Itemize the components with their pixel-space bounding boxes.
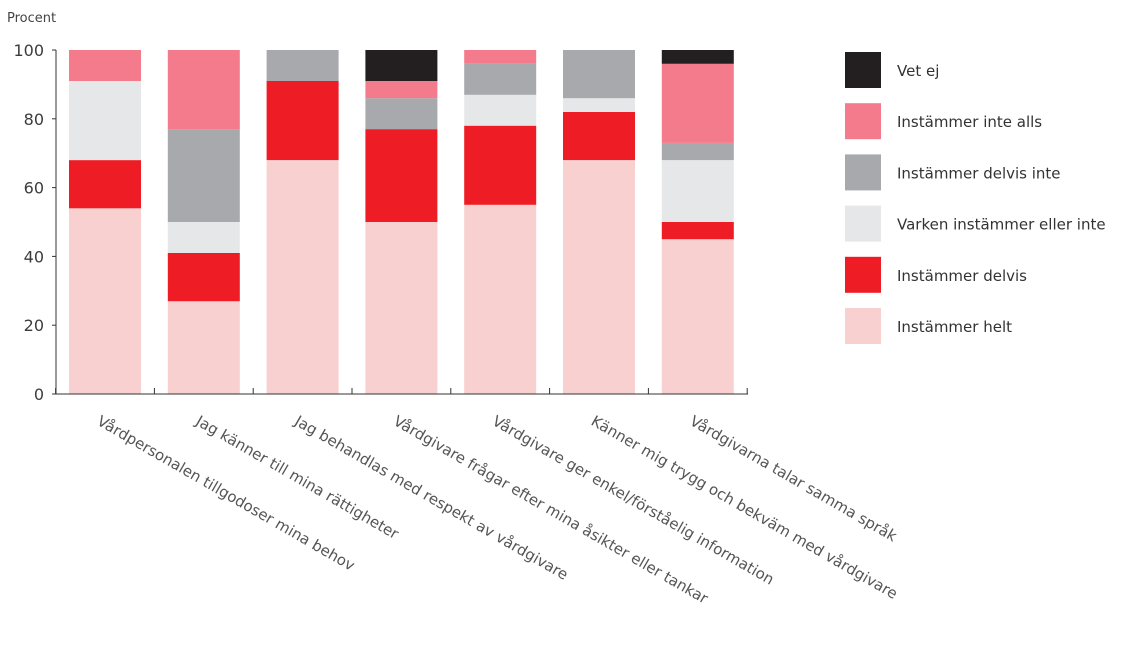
bar-segment-instammer-inte-alls-4 bbox=[365, 81, 438, 99]
bar-segment-instammer-helt-3 bbox=[266, 160, 339, 394]
bar-segment-instammer-delvis-inte-5 bbox=[464, 63, 537, 95]
axes-group bbox=[52, 49, 748, 395]
bar-segment-instammer-delvis-inte-3 bbox=[266, 50, 339, 81]
bar-segment-instammer-delvis-3 bbox=[266, 81, 339, 161]
bars-group bbox=[69, 50, 734, 394]
legend-swatch-instammer-delvis-inte bbox=[845, 154, 881, 191]
x-category-labels: Vårdpersonalen tillgodoser mina behovJag… bbox=[94, 411, 901, 608]
bar-segment-instammer-inte-alls-1 bbox=[69, 50, 141, 81]
bar-segment-instammer-helt-1 bbox=[69, 208, 141, 394]
bar-segment-instammer-delvis-1 bbox=[69, 160, 141, 209]
y-tick-label: 60 bbox=[24, 179, 44, 198]
bar-segment-instammer-inte-alls-5 bbox=[464, 50, 537, 64]
bar-segment-instammer-helt-6 bbox=[563, 160, 635, 394]
bar-segment-varken-instammer-eller-inte-2 bbox=[167, 222, 240, 253]
bar-segment-instammer-delvis-inte-2 bbox=[167, 129, 240, 222]
legend-label-instammer-delvis: Instämmer delvis bbox=[897, 267, 1027, 285]
legend-swatch-vet-ej bbox=[845, 52, 881, 88]
bar-segment-instammer-delvis-inte-6 bbox=[563, 50, 635, 99]
bar-segment-instammer-delvis-2 bbox=[167, 253, 240, 302]
bar-segment-instammer-delvis-5 bbox=[464, 125, 537, 205]
bar-segment-instammer-helt-2 bbox=[167, 301, 240, 394]
legend-label-instammer-helt: Instämmer helt bbox=[897, 318, 1012, 336]
bar-segment-varken-instammer-eller-inte-6 bbox=[563, 98, 635, 112]
legend-swatch-varken-instammer-eller-inte bbox=[845, 205, 881, 242]
y-tick-label: 20 bbox=[24, 316, 44, 335]
bar-segment-instammer-delvis-6 bbox=[563, 111, 635, 161]
bar-segment-instammer-delvis-inte-4 bbox=[365, 98, 438, 130]
bar-segment-varken-instammer-eller-inte-1 bbox=[69, 81, 141, 161]
bar-segment-instammer-helt-5 bbox=[464, 204, 537, 394]
y-tick-label: 100 bbox=[13, 41, 44, 60]
bar-segment-varken-instammer-eller-inte-5 bbox=[464, 94, 537, 126]
bar-segment-instammer-inte-alls-2 bbox=[167, 50, 240, 130]
legend: Vet ej Instämmer inte alls Instämmer delvi… bbox=[845, 52, 1106, 344]
legend-swatch-instammer-helt bbox=[845, 308, 881, 344]
bar-segment-vet-ej-4 bbox=[365, 50, 438, 81]
y-tick-label: 80 bbox=[24, 110, 44, 129]
y-axis-title: Procent bbox=[7, 11, 56, 26]
legend-label-vet-ej: Vet ej bbox=[897, 62, 939, 80]
bar-segment-instammer-helt-4 bbox=[365, 222, 438, 394]
bar-segment-vet-ej-7 bbox=[661, 50, 734, 64]
bar-segment-instammer-helt-7 bbox=[661, 239, 734, 394]
y-tick-label: 0 bbox=[34, 385, 44, 404]
y-tick-label: 40 bbox=[24, 247, 44, 266]
legend-label-instammer-inte-alls: Instämmer inte alls bbox=[897, 113, 1042, 131]
legend-swatch-instammer-inte-alls bbox=[845, 103, 881, 140]
legend-label-instammer-delvis-inte: Instämmer delvis inte bbox=[897, 164, 1061, 182]
legend-swatch-instammer-delvis bbox=[845, 256, 881, 293]
legend-label-varken-instammer-eller-inte: Varken instämmer eller inte bbox=[897, 216, 1106, 234]
y-tick-labels: 0 20 40 60 80 100 bbox=[13, 41, 44, 404]
bar-segment-instammer-inte-alls-7 bbox=[661, 63, 734, 143]
bar-segment-varken-instammer-eller-inte-7 bbox=[661, 160, 734, 222]
bar-segment-instammer-delvis-inte-7 bbox=[661, 142, 734, 161]
bar-segment-instammer-delvis-4 bbox=[365, 129, 438, 222]
bar-segment-instammer-delvis-7 bbox=[661, 222, 734, 240]
